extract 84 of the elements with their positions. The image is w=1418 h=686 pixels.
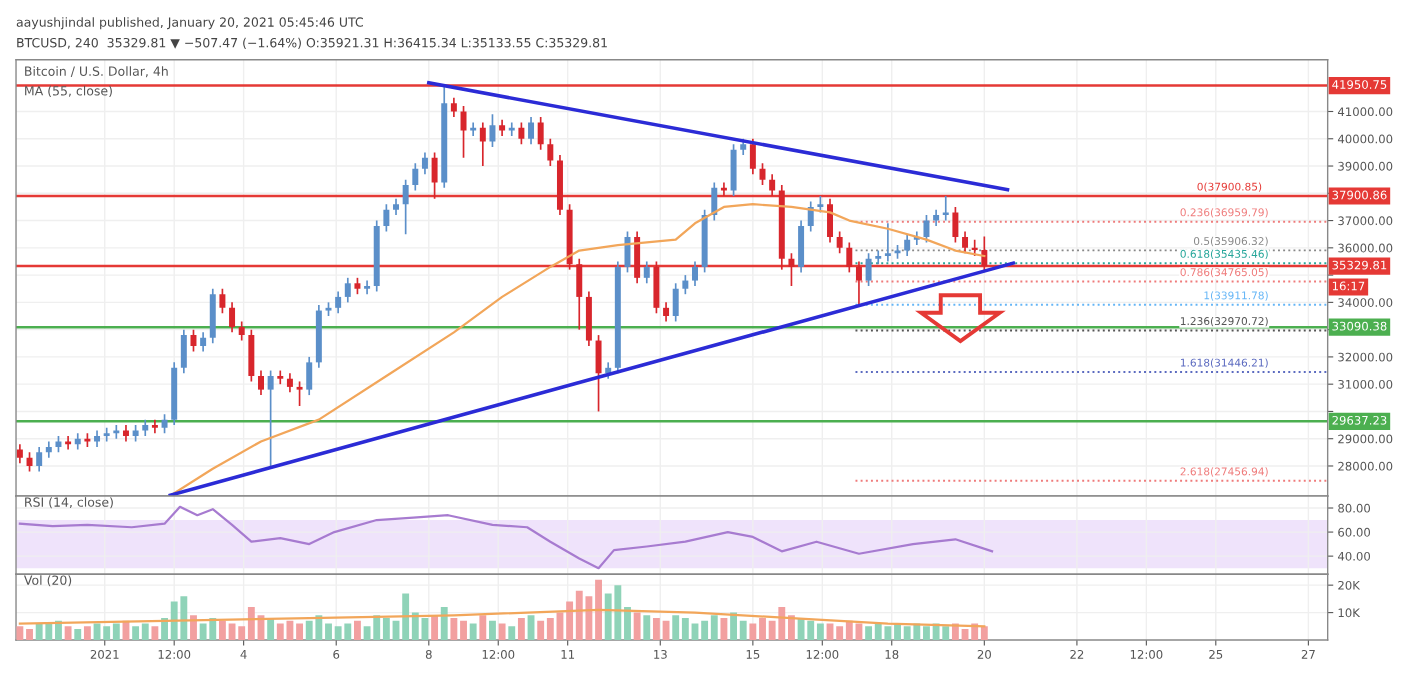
candlestick (663, 301, 670, 323)
candlestick (711, 181, 718, 222)
candlestick (672, 282, 679, 323)
candlestick (846, 241, 853, 274)
candlestick (460, 105, 467, 159)
candlestick (402, 178, 409, 236)
candlestick (653, 260, 660, 315)
candlestick (479, 121, 486, 167)
candlestick (595, 334, 602, 413)
candlestick (643, 260, 650, 285)
bar (354, 620, 361, 641)
candlestick (65, 435, 72, 451)
line-series (173, 203, 986, 495)
candlestick (26, 451, 33, 473)
candlestick (200, 331, 207, 353)
candlestick (508, 121, 515, 137)
candlestick (296, 380, 303, 407)
candlestick (286, 372, 293, 394)
candlestick (749, 137, 756, 176)
candlestick (528, 116, 535, 146)
candlestick (788, 252, 795, 287)
candlestick (412, 162, 419, 192)
candlestick (547, 137, 554, 167)
candlestick (923, 214, 930, 244)
candlestick (16, 443, 23, 465)
candlestick (769, 173, 776, 197)
candlestick (904, 233, 911, 257)
candlestick (952, 206, 959, 244)
candlestick (884, 222, 891, 263)
candlestick (798, 219, 805, 274)
candlestick (576, 257, 583, 331)
candlestick (692, 260, 698, 287)
candlestick (383, 203, 390, 233)
candlestick (36, 446, 43, 473)
bar (190, 615, 197, 641)
candlestick (624, 230, 631, 274)
bar (440, 607, 448, 641)
candlestick (827, 197, 834, 244)
bar (498, 623, 506, 641)
bar (83, 626, 91, 641)
candlestick (730, 143, 737, 197)
candlestick (431, 151, 438, 200)
candlestick (180, 328, 187, 375)
candlestick (248, 328, 255, 383)
candlestick (470, 121, 477, 137)
candlestick (229, 301, 236, 334)
line-series (18, 608, 986, 628)
candlestick (421, 151, 428, 176)
bar (74, 629, 82, 641)
candlestick (836, 230, 843, 255)
bar (479, 615, 487, 641)
candlestick (161, 413, 168, 435)
candlestick (489, 113, 496, 148)
bar (469, 623, 477, 641)
candlestick (344, 276, 351, 304)
bar (643, 615, 651, 641)
candlestick (682, 274, 689, 296)
candlestick (518, 121, 525, 146)
bar (517, 618, 525, 641)
candlestick (219, 287, 226, 315)
candlestick (855, 260, 862, 306)
candlestick (209, 287, 216, 345)
candlestick (306, 356, 313, 396)
candlestick (238, 320, 245, 342)
candlestick (190, 328, 197, 353)
candlestick (585, 290, 592, 347)
bar (489, 620, 496, 641)
candlestick (267, 369, 274, 467)
bar (267, 618, 275, 641)
bar (633, 612, 641, 641)
candlestick (258, 369, 264, 396)
candlestick (634, 230, 641, 285)
candlestick (537, 116, 544, 151)
candlestick (865, 252, 872, 287)
bar (431, 615, 439, 641)
bar (720, 618, 728, 641)
candlestick (942, 195, 949, 222)
candlestick (720, 181, 727, 197)
line-series (18, 505, 994, 570)
bar (64, 626, 72, 641)
candlestick (450, 97, 457, 118)
bar (508, 626, 516, 641)
candlestick (335, 290, 342, 315)
bar (151, 626, 159, 641)
